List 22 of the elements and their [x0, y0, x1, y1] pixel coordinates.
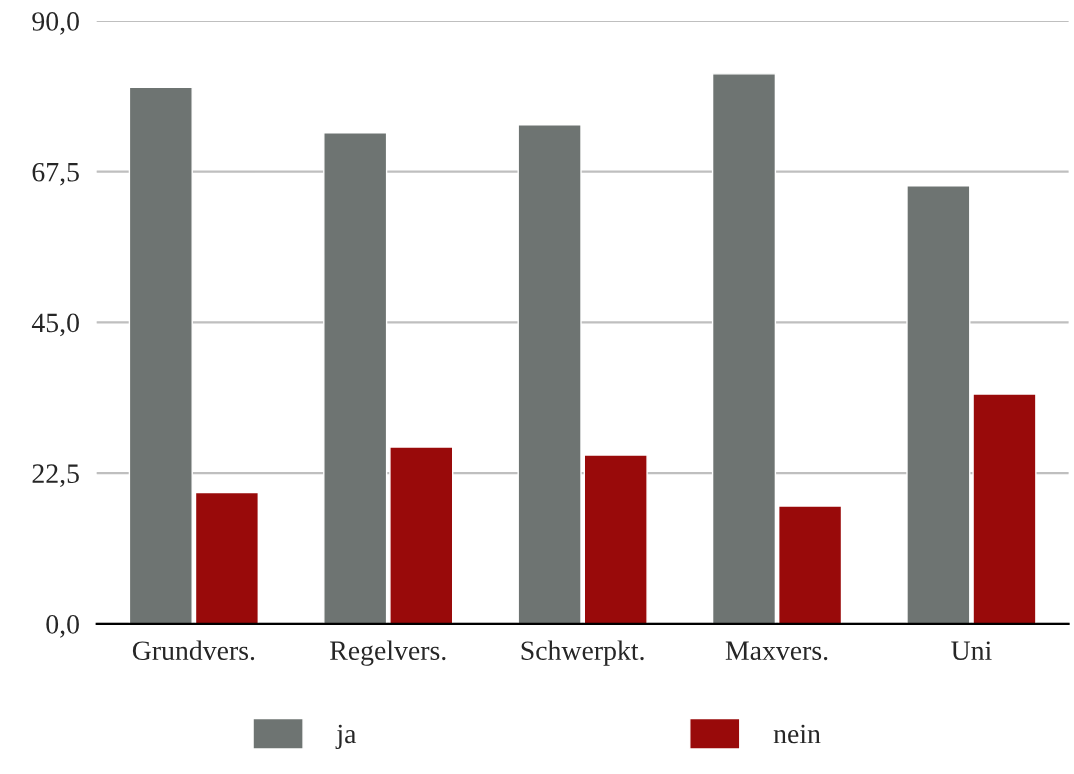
- bar: [128, 86, 193, 624]
- x-tick-label: Uni: [951, 641, 992, 661]
- bar: [906, 185, 971, 624]
- legend-label: nein: [773, 724, 821, 744]
- bar: [583, 454, 648, 624]
- legend-label: ja: [335, 724, 357, 749]
- bar: [389, 446, 454, 624]
- x-tick-label: Maxvers.: [725, 641, 828, 661]
- bar: [194, 491, 259, 624]
- y-tick-label: 45,0: [31, 313, 79, 337]
- bar: [972, 393, 1037, 624]
- x-tick-label: Grundvers.: [132, 640, 255, 661]
- y-tick-label: 0,0: [46, 615, 79, 638]
- y-tick-label: 22,5: [32, 464, 79, 488]
- y-tick-label: 90,0: [32, 12, 79, 35]
- y-tick-label: 67,5: [32, 162, 79, 186]
- x-tick-label: Schwerpkt.: [521, 640, 644, 666]
- bar: [517, 124, 582, 624]
- x-tick-label: Regelvers.: [330, 640, 446, 666]
- bar: [323, 132, 388, 624]
- bar: [711, 73, 777, 624]
- bar: [777, 505, 843, 624]
